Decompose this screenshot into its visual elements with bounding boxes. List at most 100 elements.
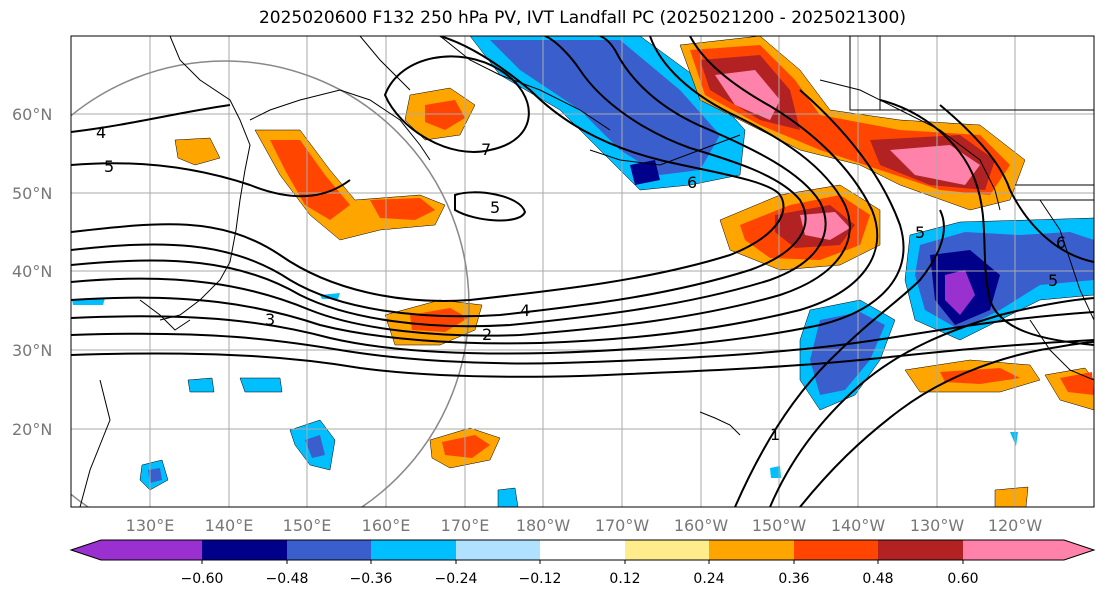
contour-label: 5	[104, 157, 114, 176]
lon-label: 120°W	[988, 516, 1043, 535]
neg-region-small-8	[1010, 432, 1018, 446]
lon-label: 140°W	[831, 516, 886, 535]
colorbar-label: −0.24	[435, 571, 478, 587]
lat-label: 30°N	[12, 341, 52, 360]
contour-path	[769, 297, 1094, 507]
contour-label: 7	[481, 140, 491, 159]
neg-region-bering-inner	[490, 40, 720, 175]
lon-label: 180°W	[516, 516, 571, 535]
pc-shading	[72, 36, 1094, 507]
colorbar-swatch	[456, 540, 540, 560]
lat-label: 60°N	[12, 105, 52, 124]
landfall-circle	[71, 60, 470, 507]
pos-region-kamchatka-red	[425, 100, 465, 130]
coastline-path	[159, 36, 251, 321]
lon-label: 170°W	[595, 516, 650, 535]
pos-region-okhotsk	[174, 137, 221, 166]
neg-region-small-9	[320, 293, 340, 299]
contour-path	[383, 55, 530, 153]
contour-path	[939, 104, 1094, 263]
colorbar-outline	[69, 539, 1096, 561]
colorbar-label: 0.24	[693, 571, 724, 587]
coastline-path	[819, 79, 1001, 211]
contour-label: 6	[1056, 233, 1066, 252]
contour-path	[71, 339, 1094, 378]
pos-region-east-red	[940, 368, 1020, 384]
lon-label: 140°E	[205, 516, 254, 535]
coastline-path	[439, 36, 611, 131]
coastline-path	[79, 379, 111, 507]
neg-region-small-1	[187, 377, 215, 393]
colorbar-swatch	[287, 540, 371, 560]
lon-label: 130°W	[910, 516, 965, 535]
lat-label: 50°N	[12, 184, 52, 203]
neg-region-small-5	[497, 487, 519, 507]
coastline-path	[589, 134, 741, 166]
longitude-labels: 130°E 140°E 150°E 160°E 170°E 180°W 170°…	[126, 516, 1043, 535]
colorbar-label: −0.48	[266, 571, 309, 587]
pos-region-kuril-red	[270, 140, 350, 220]
contour-path	[71, 36, 851, 337]
contour-path	[71, 36, 827, 328]
contour-label: 5	[1048, 271, 1058, 290]
pos-region-baja-red	[1060, 372, 1094, 395]
contour-path	[71, 104, 231, 133]
map-frame	[70, 35, 1095, 508]
contour-labels: 4 5 7 6 5 4 3 2 1 5 6 5	[96, 123, 1066, 444]
contour-path	[71, 36, 785, 302]
contour-label: 6	[687, 173, 697, 192]
lon-label: 160°E	[362, 516, 411, 535]
contour-path	[71, 162, 351, 198]
contour-label: 5	[915, 223, 925, 242]
colorbar-label: −0.12	[519, 571, 562, 587]
lat-label: 40°N	[12, 262, 52, 281]
coastline-path	[849, 36, 1094, 201]
colorbar-label: 0.12	[609, 571, 640, 587]
contour-label: 4	[96, 123, 106, 142]
colorbar-swatch	[625, 540, 709, 560]
colorbar-swatch	[963, 540, 1094, 560]
coastline-path	[1029, 319, 1094, 381]
lon-label: 160°W	[674, 516, 729, 535]
lon-label: 150°E	[283, 516, 332, 535]
figure-title: 2025020600 F132 250 hPa PV, IVT Landfall…	[258, 8, 906, 28]
contour-path	[454, 191, 527, 222]
lon-label: 150°W	[752, 516, 807, 535]
pos-region-small-south	[994, 486, 1029, 507]
contour-path	[71, 36, 879, 345]
coastline-path	[139, 299, 191, 331]
coastline-path	[699, 411, 741, 436]
colorbar-label: 0.60	[947, 571, 978, 587]
colorbar: −0.60 −0.48 −0.36 −0.24 −0.12 0.12 0.24 …	[69, 539, 1096, 587]
colorbar-swatches	[69, 539, 1096, 561]
coastline-path	[249, 89, 431, 161]
neg-region-bering-core	[630, 160, 660, 185]
lon-label: 170°E	[441, 516, 490, 535]
pos-region-coast-pink	[890, 145, 980, 185]
lon-label: 130°E	[126, 516, 175, 535]
contour-label: 5	[490, 198, 500, 217]
colorbar-swatch	[371, 540, 456, 560]
contour-label: 3	[265, 310, 275, 329]
colorbar-ticks	[201, 560, 964, 564]
colorbar-swatch	[794, 540, 878, 560]
pos-region-goa-pink	[715, 70, 780, 120]
coastline-path	[1039, 199, 1094, 321]
colorbar-swatch	[540, 540, 625, 560]
neg-region-small-4b	[148, 468, 162, 483]
coastline-path	[359, 36, 411, 91]
colorbar-label: −0.36	[350, 571, 393, 587]
contour-label: 1	[770, 425, 780, 444]
colorbar-swatch	[709, 540, 794, 560]
colorbar-swatch	[202, 540, 287, 560]
colorbar-label: −0.60	[181, 571, 224, 587]
contour-path	[71, 311, 1094, 365]
colorbar-label: 0.48	[862, 571, 893, 587]
colorbar-label: 0.36	[778, 571, 809, 587]
contour-label: 4	[520, 301, 530, 320]
neg-region-small-3b	[305, 435, 325, 458]
pos-region-tropic-red	[442, 435, 490, 458]
colorbar-swatch	[71, 540, 202, 560]
contour-path	[71, 36, 807, 318]
